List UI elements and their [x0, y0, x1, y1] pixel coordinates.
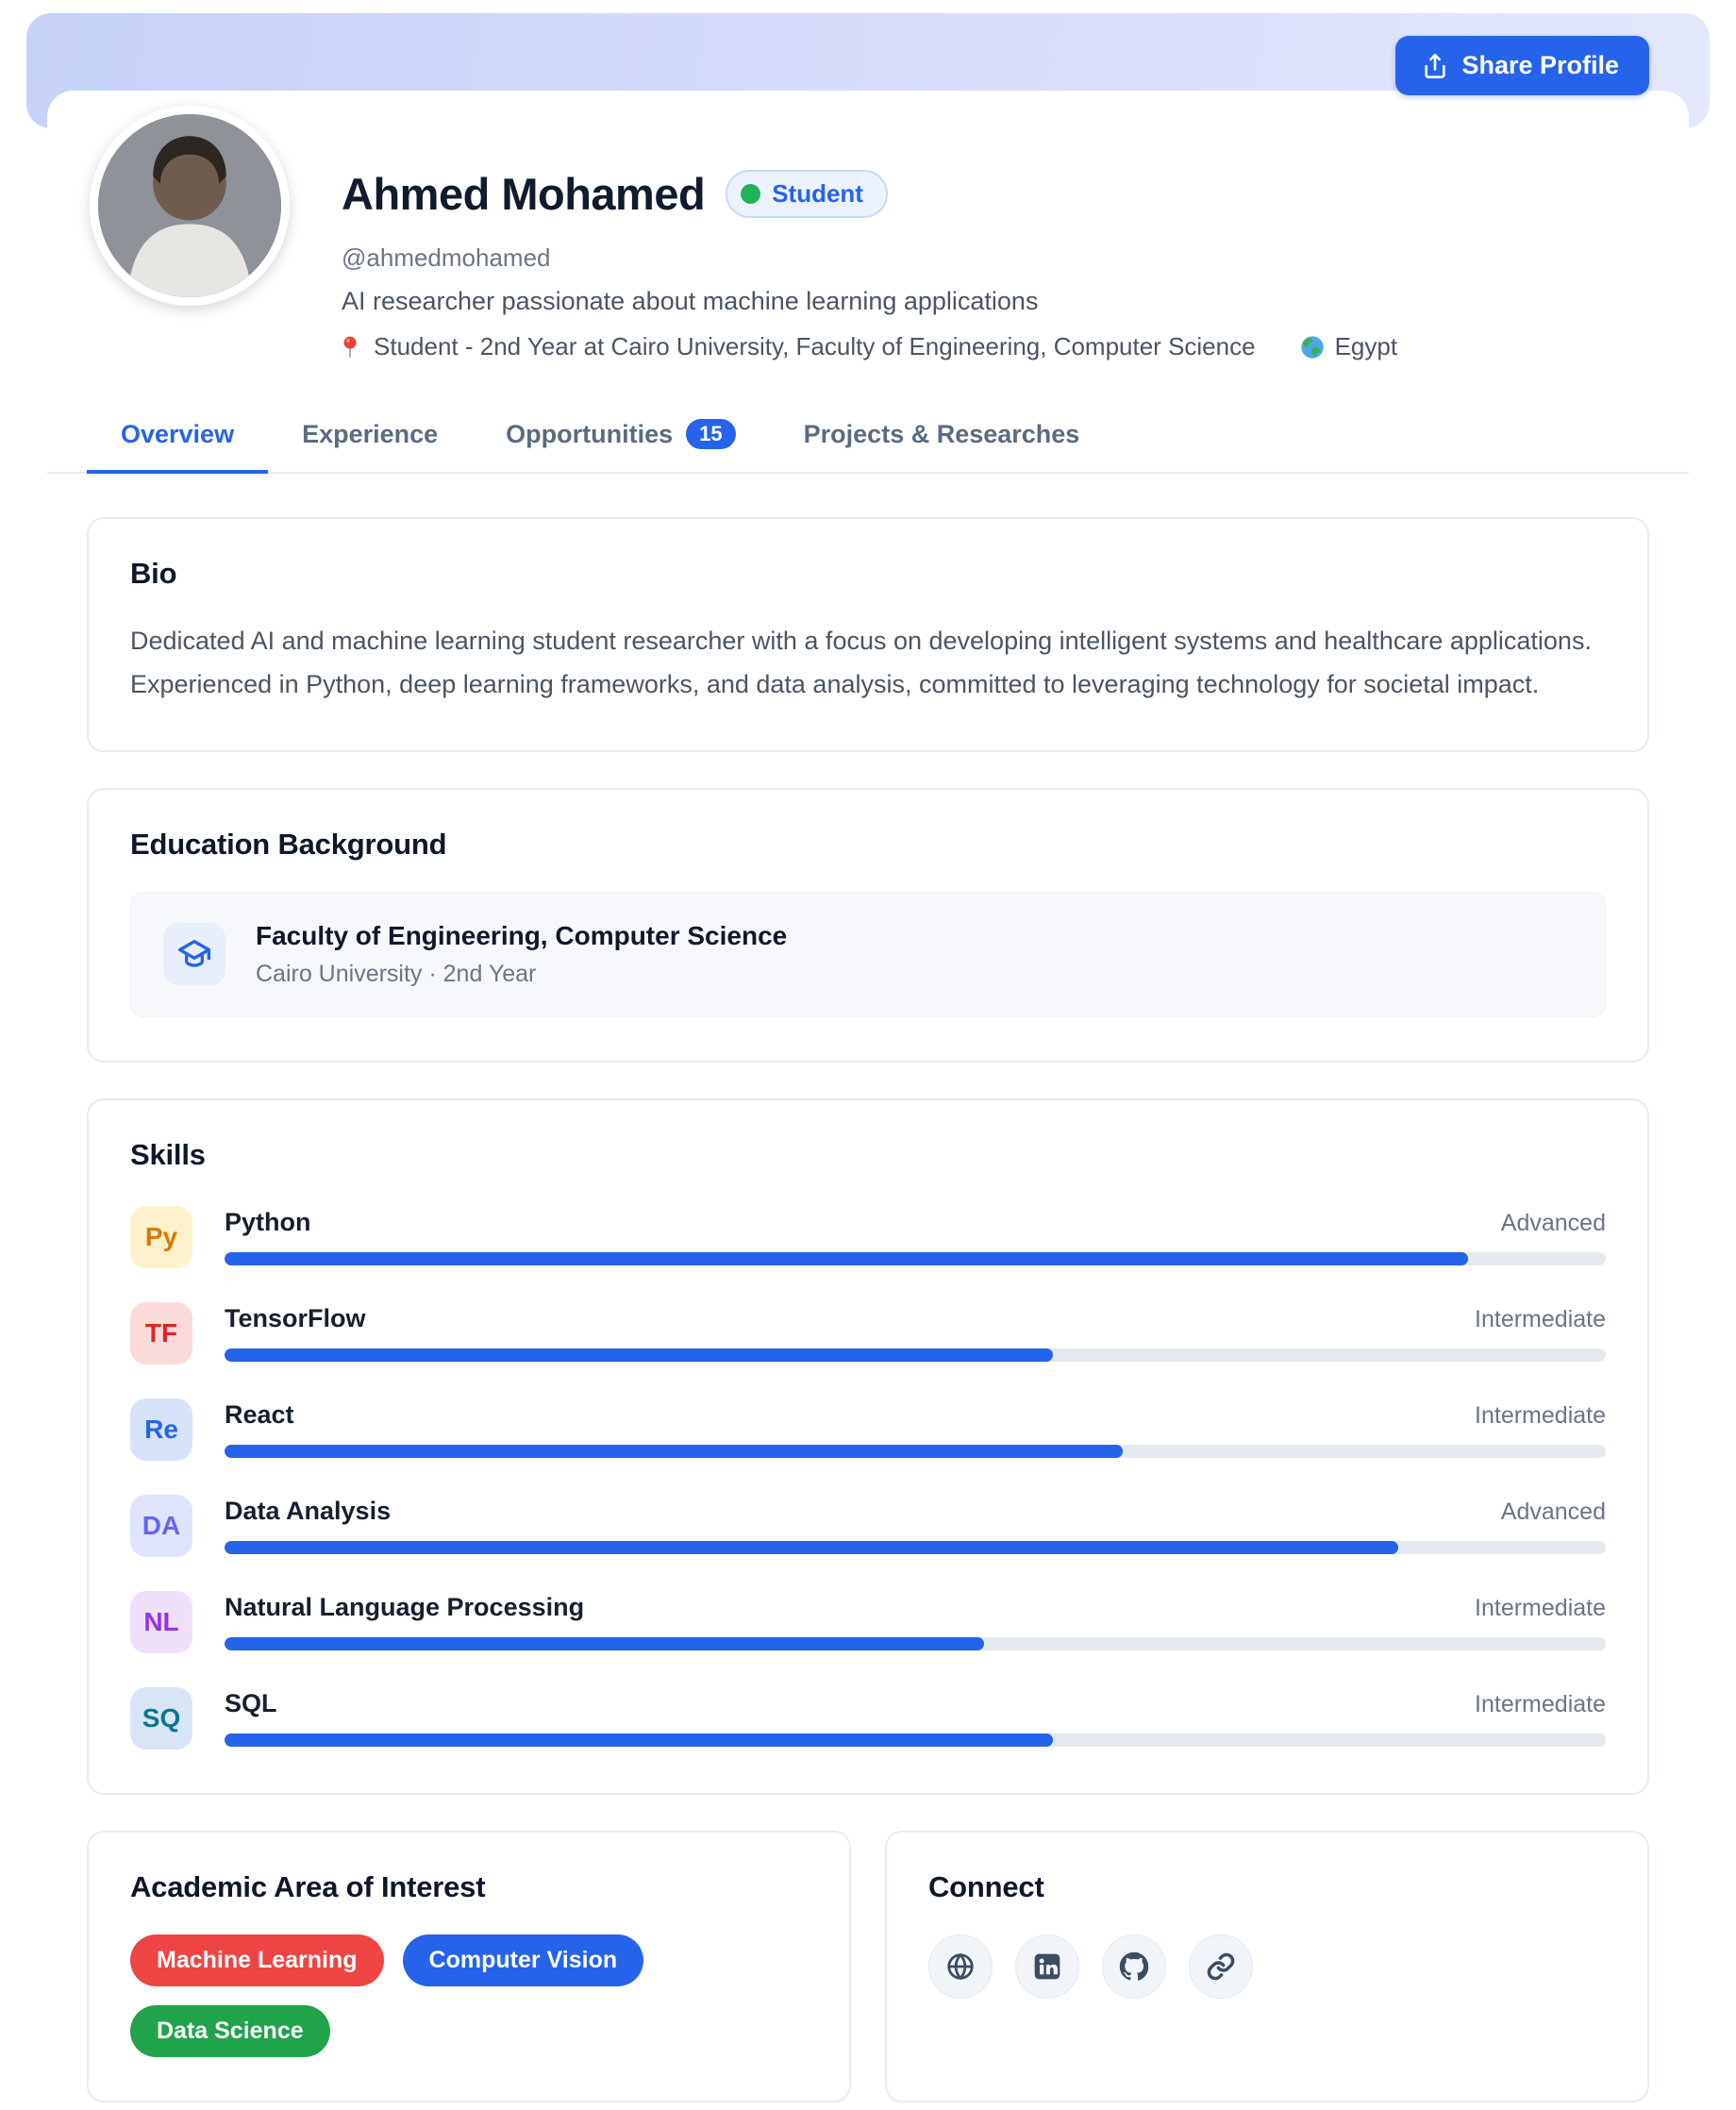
- skill-progress-track: [225, 1348, 1606, 1363]
- profile-handle: @ahmedmohamed: [342, 243, 551, 272]
- skills-title: Skills: [130, 1137, 206, 1171]
- education-school: Cairo University · 2nd Year: [256, 960, 537, 987]
- nlp-skill-icon: NL: [130, 1590, 192, 1653]
- linkedin-icon: [1032, 1951, 1062, 1982]
- profile-content-card: Ahmed Mohamed Student @ahmedmohamed AI r…: [47, 91, 1689, 2110]
- interest-tag-machine-learning[interactable]: Machine Learning: [130, 1934, 384, 1986]
- skill-progress-fill: [225, 1637, 985, 1651]
- skill-progress-track: [225, 1637, 1606, 1651]
- linkedin-link-button[interactable]: [1015, 1934, 1079, 1999]
- skill-progress-fill: [225, 1445, 1123, 1459]
- skill-row-react: Re React Intermediate: [130, 1398, 1606, 1461]
- tab-overview-label: Overview: [121, 420, 235, 448]
- status-badge: Student: [726, 170, 888, 218]
- link-icon: [1206, 1951, 1236, 1982]
- skill-name: SQL: [225, 1689, 277, 1718]
- data-analysis-skill-icon: DA: [130, 1494, 192, 1557]
- skill-name: Natural Language Processing: [225, 1593, 585, 1622]
- skill-progress-track: [225, 1733, 1606, 1748]
- github-link-button[interactable]: [1102, 1934, 1166, 1999]
- interests-title: Academic Area of Interest: [130, 1869, 486, 1903]
- copy-link-button[interactable]: [1189, 1934, 1253, 1999]
- share-icon: [1422, 53, 1448, 79]
- tab-experience[interactable]: Experience: [268, 403, 472, 474]
- tab-opportunities[interactable]: Opportunities 15: [472, 402, 769, 474]
- skill-level: Advanced: [1500, 1499, 1606, 1526]
- skill-level: Advanced: [1500, 1210, 1606, 1237]
- tensorflow-skill-icon: TF: [130, 1301, 192, 1365]
- bio-card: Bio Dedicated AI and machine learning st…: [87, 517, 1649, 752]
- profile-location: Student - 2nd Year at Cairo University, …: [374, 332, 1256, 360]
- profile-location-row: Student - 2nd Year at Cairo University, …: [338, 332, 1397, 361]
- skill-name: React: [225, 1400, 294, 1430]
- skill-name: TensorFlow: [225, 1304, 366, 1333]
- skill-row-sql: SQ SQL Intermediate: [130, 1686, 1606, 1750]
- profile-tabs: Overview Experience Opportunities 15 Pro…: [47, 402, 1689, 474]
- skill-progress-fill: [225, 1733, 1054, 1748]
- bio-text: Dedicated AI and machine learning studen…: [130, 627, 1592, 699]
- connect-title: Connect: [928, 1869, 1044, 1903]
- education-entry: Faculty of Engineering, Computer Science…: [130, 891, 1606, 1017]
- opportunities-count-badge: 15: [686, 419, 736, 449]
- react-skill-icon: Re: [130, 1398, 192, 1461]
- tab-experience-label: Experience: [302, 420, 439, 448]
- interest-tag-computer-vision[interactable]: Computer Vision: [402, 1934, 644, 1986]
- pin-icon: [338, 335, 362, 360]
- globe-icon: [945, 1951, 976, 1982]
- skill-level: Intermediate: [1475, 1402, 1606, 1430]
- skill-level: Intermediate: [1475, 1691, 1606, 1718]
- share-profile-button[interactable]: Share Profile: [1395, 36, 1649, 95]
- skill-progress-track: [225, 1541, 1606, 1555]
- skill-progress-fill: [225, 1252, 1468, 1266]
- profile-headline: AI researcher passionate about machine l…: [342, 287, 1039, 315]
- country-label: Egypt: [1334, 332, 1398, 360]
- skill-row-tensorflow: TF TensorFlow Intermediate: [130, 1301, 1606, 1365]
- profile-name: Ahmed Mohamed: [342, 169, 706, 219]
- skill-row-python: Py Python Advanced: [130, 1205, 1606, 1268]
- globe-emoji-icon: [1299, 334, 1326, 360]
- skill-progress-track: [225, 1445, 1606, 1459]
- interest-tag-data-science[interactable]: Data Science: [130, 2004, 330, 2057]
- avatar: [90, 106, 290, 306]
- graduation-cap-icon: [163, 923, 225, 986]
- tab-opportunities-label: Opportunities: [506, 419, 674, 448]
- skills-card: Skills Py Python Advanced TF T: [87, 1097, 1649, 1795]
- sql-skill-icon: SQ: [130, 1686, 192, 1750]
- skill-level: Intermediate: [1475, 1306, 1606, 1333]
- skill-row-nlp: NL Natural Language Processing Intermedi…: [130, 1590, 1606, 1653]
- python-skill-icon: Py: [130, 1205, 192, 1268]
- education-degree: Faculty of Engineering, Computer Science: [256, 920, 788, 950]
- tab-projects-label: Projects & Researches: [803, 420, 1080, 448]
- skill-progress-fill: [225, 1541, 1399, 1555]
- github-icon: [1119, 1951, 1149, 1982]
- skill-name: Python: [225, 1208, 311, 1237]
- tab-overview[interactable]: Overview: [87, 403, 269, 474]
- tab-projects-researches[interactable]: Projects & Researches: [770, 403, 1114, 474]
- skill-row-data-analysis: DA Data Analysis Advanced: [130, 1494, 1606, 1557]
- skill-name: Data Analysis: [225, 1497, 392, 1526]
- skill-level: Intermediate: [1475, 1595, 1606, 1622]
- website-link-button[interactable]: [928, 1934, 993, 1999]
- share-profile-label: Share Profile: [1461, 51, 1619, 79]
- interests-card: Academic Area of Interest Machine Learni…: [87, 1830, 851, 2102]
- bio-title: Bio: [130, 557, 177, 590]
- country: Egypt: [1299, 332, 1398, 361]
- status-dot-icon: [741, 184, 761, 204]
- education-title: Education Background: [130, 827, 447, 861]
- education-card: Education Background Faculty of Engineer…: [87, 787, 1649, 1063]
- status-badge-label: Student: [772, 179, 863, 208]
- profile-header: Ahmed Mohamed Student @ahmedmohamed AI r…: [47, 91, 1689, 402]
- skill-progress-track: [225, 1252, 1606, 1266]
- connect-card: Connect: [885, 1830, 1649, 2102]
- skill-progress-fill: [225, 1348, 1054, 1363]
